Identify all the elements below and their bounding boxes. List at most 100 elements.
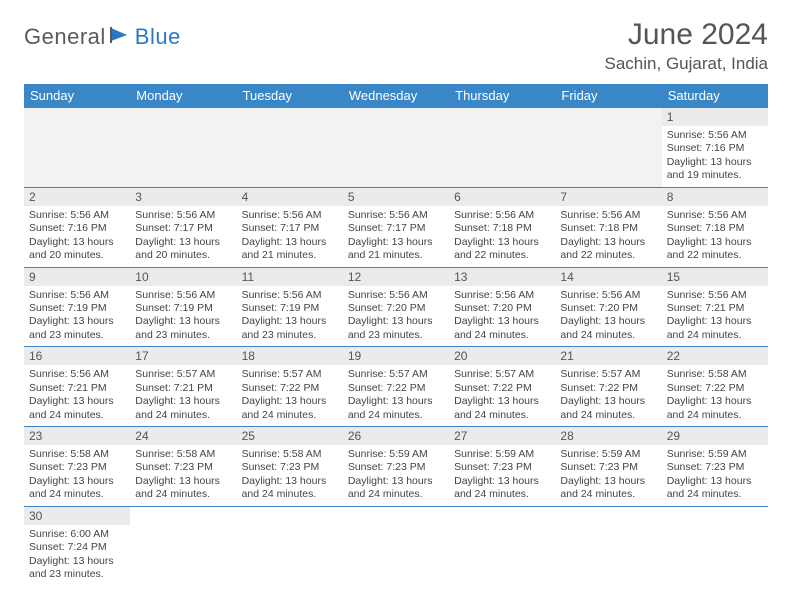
daylight: Daylight: 13 hours and 21 minutes. — [348, 236, 444, 263]
calendar-cell: 13Sunrise: 5:56 AMSunset: 7:20 PMDayligh… — [449, 267, 555, 347]
sunset: Sunset: 7:21 PM — [135, 382, 231, 395]
calendar-cell: 21Sunrise: 5:57 AMSunset: 7:22 PMDayligh… — [555, 347, 661, 427]
calendar-cell: 25Sunrise: 5:58 AMSunset: 7:23 PMDayligh… — [237, 427, 343, 507]
day-body: Sunrise: 5:59 AMSunset: 7:23 PMDaylight:… — [343, 445, 449, 506]
calendar-cell: 30Sunrise: 6:00 AMSunset: 7:24 PMDayligh… — [24, 506, 130, 585]
day-body: Sunrise: 5:56 AMSunset: 7:17 PMDaylight:… — [237, 206, 343, 267]
daylight: Daylight: 13 hours and 24 minutes. — [454, 315, 550, 342]
calendar-cell: 12Sunrise: 5:56 AMSunset: 7:20 PMDayligh… — [343, 267, 449, 347]
sunset: Sunset: 7:22 PM — [242, 382, 338, 395]
sunset: Sunset: 7:18 PM — [667, 222, 763, 235]
sunrise: Sunrise: 5:56 AM — [242, 209, 338, 222]
sunset: Sunset: 7:24 PM — [29, 541, 125, 554]
calendar-cell — [130, 108, 236, 188]
sunrise: Sunrise: 5:59 AM — [348, 448, 444, 461]
daylight: Daylight: 13 hours and 22 minutes. — [667, 236, 763, 263]
day-body: Sunrise: 5:58 AMSunset: 7:23 PMDaylight:… — [237, 445, 343, 506]
sunset: Sunset: 7:20 PM — [454, 302, 550, 315]
sunrise: Sunrise: 5:56 AM — [135, 209, 231, 222]
calendar-cell: 16Sunrise: 5:56 AMSunset: 7:21 PMDayligh… — [24, 347, 130, 427]
sunrise: Sunrise: 5:59 AM — [667, 448, 763, 461]
daylight: Daylight: 13 hours and 24 minutes. — [560, 315, 656, 342]
day-body: Sunrise: 5:56 AMSunset: 7:20 PMDaylight:… — [555, 286, 661, 347]
sunset: Sunset: 7:21 PM — [29, 382, 125, 395]
calendar-cell: 29Sunrise: 5:59 AMSunset: 7:23 PMDayligh… — [662, 427, 768, 507]
calendar-cell: 6Sunrise: 5:56 AMSunset: 7:18 PMDaylight… — [449, 187, 555, 267]
calendar-cell — [449, 506, 555, 585]
sunrise: Sunrise: 5:59 AM — [560, 448, 656, 461]
daylight: Daylight: 13 hours and 24 minutes. — [667, 315, 763, 342]
daylight: Daylight: 13 hours and 20 minutes. — [135, 236, 231, 263]
header: General Blue June 2024 Sachin, Gujarat, … — [24, 18, 768, 74]
day-body: Sunrise: 5:59 AMSunset: 7:23 PMDaylight:… — [449, 445, 555, 506]
day-body: Sunrise: 5:58 AMSunset: 7:23 PMDaylight:… — [130, 445, 236, 506]
calendar-cell — [555, 108, 661, 188]
daylight: Daylight: 13 hours and 24 minutes. — [242, 475, 338, 502]
sunset: Sunset: 7:21 PM — [667, 302, 763, 315]
day-number: 15 — [662, 268, 768, 286]
day-number: 6 — [449, 188, 555, 206]
day-number: 27 — [449, 427, 555, 445]
day-number: 5 — [343, 188, 449, 206]
day-header: Tuesday — [237, 84, 343, 108]
day-number: 16 — [24, 347, 130, 365]
day-body: Sunrise: 5:59 AMSunset: 7:23 PMDaylight:… — [662, 445, 768, 506]
sunset: Sunset: 7:20 PM — [348, 302, 444, 315]
day-header: Sunday — [24, 84, 130, 108]
sunset: Sunset: 7:23 PM — [348, 461, 444, 474]
day-number: 19 — [343, 347, 449, 365]
daylight: Daylight: 13 hours and 24 minutes. — [560, 475, 656, 502]
calendar-cell: 5Sunrise: 5:56 AMSunset: 7:17 PMDaylight… — [343, 187, 449, 267]
day-header: Friday — [555, 84, 661, 108]
day-number: 23 — [24, 427, 130, 445]
sunrise: Sunrise: 5:56 AM — [348, 209, 444, 222]
day-body: Sunrise: 5:57 AMSunset: 7:22 PMDaylight:… — [449, 365, 555, 426]
calendar-cell: 20Sunrise: 5:57 AMSunset: 7:22 PMDayligh… — [449, 347, 555, 427]
sunset: Sunset: 7:16 PM — [667, 142, 763, 155]
day-number: 25 — [237, 427, 343, 445]
sunset: Sunset: 7:17 PM — [135, 222, 231, 235]
calendar-cell — [24, 108, 130, 188]
month-title: June 2024 — [605, 18, 768, 52]
day-body: Sunrise: 5:56 AMSunset: 7:21 PMDaylight:… — [24, 365, 130, 426]
sunrise: Sunrise: 5:56 AM — [242, 289, 338, 302]
daylight: Daylight: 13 hours and 24 minutes. — [667, 475, 763, 502]
sunrise: Sunrise: 5:58 AM — [29, 448, 125, 461]
day-body: Sunrise: 5:56 AMSunset: 7:19 PMDaylight:… — [130, 286, 236, 347]
day-number: 20 — [449, 347, 555, 365]
day-body: Sunrise: 5:57 AMSunset: 7:21 PMDaylight:… — [130, 365, 236, 426]
day-header-row: SundayMondayTuesdayWednesdayThursdayFrid… — [24, 84, 768, 108]
sunrise: Sunrise: 5:58 AM — [135, 448, 231, 461]
calendar-week: 16Sunrise: 5:56 AMSunset: 7:21 PMDayligh… — [24, 347, 768, 427]
calendar-cell — [555, 506, 661, 585]
sunset: Sunset: 7:22 PM — [348, 382, 444, 395]
sunset: Sunset: 7:18 PM — [560, 222, 656, 235]
calendar-cell — [237, 506, 343, 585]
sunset: Sunset: 7:23 PM — [667, 461, 763, 474]
day-number: 3 — [130, 188, 236, 206]
daylight: Daylight: 13 hours and 21 minutes. — [242, 236, 338, 263]
calendar-cell: 18Sunrise: 5:57 AMSunset: 7:22 PMDayligh… — [237, 347, 343, 427]
day-body: Sunrise: 5:56 AMSunset: 7:18 PMDaylight:… — [449, 206, 555, 267]
sunrise: Sunrise: 5:56 AM — [560, 289, 656, 302]
calendar-table: SundayMondayTuesdayWednesdayThursdayFrid… — [24, 84, 768, 586]
calendar-cell: 17Sunrise: 5:57 AMSunset: 7:21 PMDayligh… — [130, 347, 236, 427]
daylight: Daylight: 13 hours and 24 minutes. — [560, 395, 656, 422]
daylight: Daylight: 13 hours and 24 minutes. — [454, 475, 550, 502]
daylight: Daylight: 13 hours and 24 minutes. — [135, 475, 231, 502]
day-body: Sunrise: 5:56 AMSunset: 7:16 PMDaylight:… — [24, 206, 130, 267]
sunrise: Sunrise: 5:59 AM — [454, 448, 550, 461]
calendar-cell: 27Sunrise: 5:59 AMSunset: 7:23 PMDayligh… — [449, 427, 555, 507]
logo: General Blue — [24, 24, 181, 50]
day-body: Sunrise: 5:56 AMSunset: 7:20 PMDaylight:… — [449, 286, 555, 347]
calendar-cell: 1Sunrise: 5:56 AMSunset: 7:16 PMDaylight… — [662, 108, 768, 188]
day-body: Sunrise: 5:56 AMSunset: 7:19 PMDaylight:… — [24, 286, 130, 347]
sunset: Sunset: 7:19 PM — [242, 302, 338, 315]
daylight: Daylight: 13 hours and 24 minutes. — [135, 395, 231, 422]
sunset: Sunset: 7:22 PM — [560, 382, 656, 395]
calendar-cell: 19Sunrise: 5:57 AMSunset: 7:22 PMDayligh… — [343, 347, 449, 427]
daylight: Daylight: 13 hours and 22 minutes. — [454, 236, 550, 263]
day-number: 22 — [662, 347, 768, 365]
sunset: Sunset: 7:23 PM — [560, 461, 656, 474]
daylight: Daylight: 13 hours and 22 minutes. — [560, 236, 656, 263]
